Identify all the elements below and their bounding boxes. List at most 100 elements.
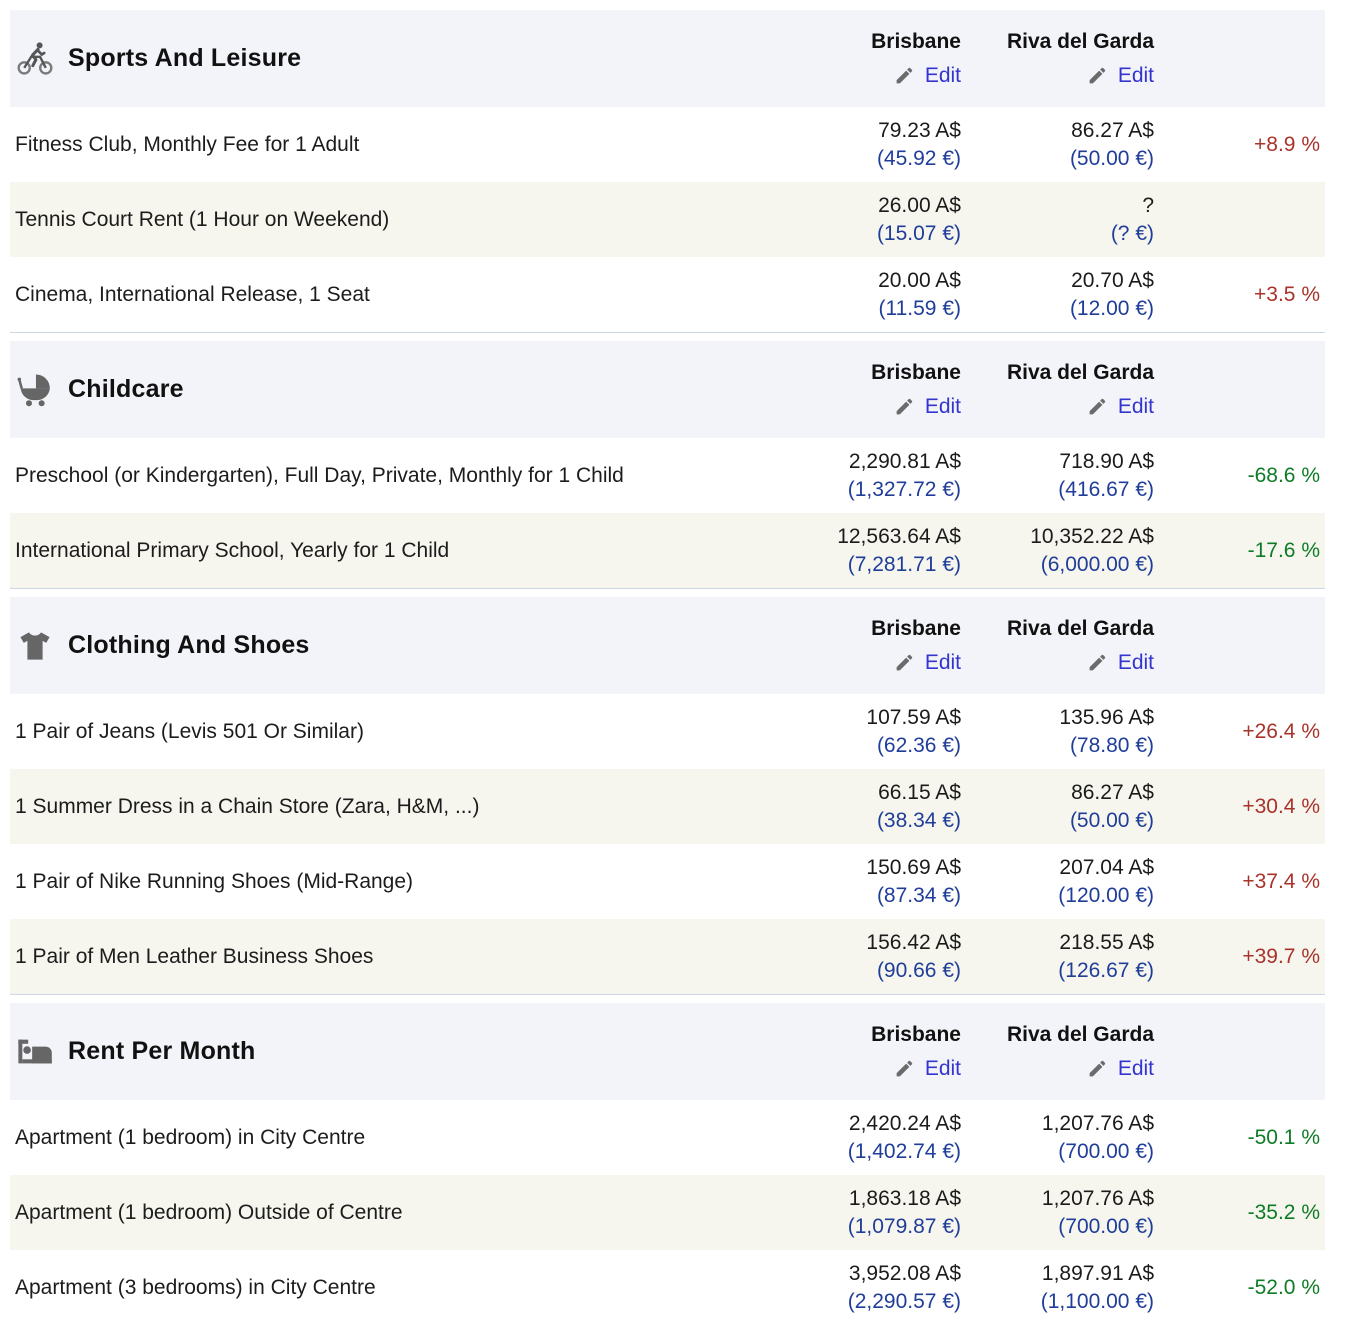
- edit-city2-link[interactable]: Edit: [1087, 1057, 1154, 1081]
- section-title: Sports And Leisure: [68, 44, 302, 72]
- section-title: Clothing And Shoes: [68, 631, 310, 659]
- city1-price-aud: 107.59 A$: [866, 705, 961, 729]
- item-label: Tennis Court Rent (1 Hour on Weekend): [15, 207, 390, 231]
- city2-price-eur: (6,000.00 €): [1040, 552, 1154, 576]
- city2-price-eur: (50.00 €): [1069, 808, 1154, 832]
- column-header-city2: Riva del Garda: [1006, 360, 1154, 384]
- city2-price-aud: 207.04 A$: [1059, 855, 1154, 879]
- city2-price-aud: 718.90 A$: [1059, 449, 1154, 473]
- price-row: 1 Pair of Nike Running Shoes (Mid-Range)…: [10, 844, 1325, 919]
- city2-price-eur: (700.00 €): [1058, 1214, 1154, 1238]
- pencil-icon: [1087, 65, 1108, 86]
- pencil-icon: [1087, 1058, 1108, 1079]
- price-row: Preschool (or Kindergarten), Full Day, P…: [10, 438, 1325, 513]
- pencil-icon: [894, 396, 915, 417]
- item-label: Cinema, International Release, 1 Seat: [15, 282, 370, 306]
- edit-label: Edit: [924, 394, 961, 418]
- category-section: Rent Per Month Brisbane Edit Riva del Ga…: [10, 994, 1325, 1325]
- city2-price-aud: 1,207.76 A$: [1041, 1186, 1154, 1210]
- city1-price-eur: (87.34 €): [876, 883, 961, 907]
- tshirt-icon: [15, 626, 55, 666]
- city1-price-eur: (45.92 €): [876, 146, 961, 170]
- column-header-city2: Riva del Garda: [1006, 616, 1154, 640]
- city2-price-eur: (120.00 €): [1058, 883, 1154, 907]
- pencil-icon: [1087, 396, 1108, 417]
- price-change-percent: -50.1 %: [1247, 1125, 1320, 1149]
- price-row: Apartment (3 bedrooms) in City Centre 3,…: [10, 1250, 1325, 1325]
- edit-label: Edit: [924, 63, 961, 87]
- edit-city1-link[interactable]: Edit: [894, 395, 961, 419]
- price-change-percent: +30.4 %: [1242, 794, 1320, 818]
- city2-price-aud: 86.27 A$: [1071, 780, 1154, 804]
- cycling-icon: [15, 39, 55, 79]
- item-label: Apartment (1 bedroom) in City Centre: [15, 1125, 366, 1149]
- edit-city2-link[interactable]: Edit: [1087, 64, 1154, 88]
- price-change-percent: +37.4 %: [1242, 869, 1320, 893]
- city2-price-eur: (? €): [1110, 221, 1154, 245]
- city1-price-eur: (90.66 €): [876, 958, 961, 982]
- column-header-city2: Riva del Garda: [1006, 1022, 1154, 1046]
- city2-price-eur: (126.67 €): [1058, 958, 1154, 982]
- city1-price-eur: (2,290.57 €): [847, 1289, 961, 1313]
- city1-price-aud: 66.15 A$: [878, 780, 961, 804]
- city1-price-aud: 2,420.24 A$: [848, 1111, 961, 1135]
- item-label: Preschool (or Kindergarten), Full Day, P…: [15, 463, 624, 487]
- item-label: 1 Pair of Men Leather Business Shoes: [15, 944, 374, 968]
- price-change-percent: -68.6 %: [1247, 463, 1320, 487]
- section-title: Childcare: [68, 375, 184, 403]
- column-header-city1: Brisbane: [871, 29, 961, 53]
- city2-price-eur: (50.00 €): [1069, 146, 1154, 170]
- item-label: International Primary School, Yearly for…: [15, 538, 450, 562]
- category-header-row: Clothing And Shoes Brisbane Edit Riva de…: [10, 597, 1325, 694]
- edit-city1-link[interactable]: Edit: [894, 1057, 961, 1081]
- city2-price-aud: ?: [1142, 193, 1154, 217]
- city1-price-eur: (1,327.72 €): [847, 477, 961, 501]
- price-row: International Primary School, Yearly for…: [10, 513, 1325, 588]
- edit-label: Edit: [1117, 1056, 1154, 1080]
- edit-city2-link[interactable]: Edit: [1087, 395, 1154, 419]
- city1-price-aud: 1,863.18 A$: [848, 1186, 961, 1210]
- item-label: Apartment (1 bedroom) Outside of Centre: [15, 1200, 403, 1224]
- city2-price-aud: 135.96 A$: [1059, 705, 1154, 729]
- city1-price-aud: 3,952.08 A$: [848, 1261, 961, 1285]
- city2-price-aud: 86.27 A$: [1071, 118, 1154, 142]
- price-change-percent: +39.7 %: [1242, 944, 1320, 968]
- edit-city1-link[interactable]: Edit: [894, 651, 961, 675]
- stroller-icon: [15, 370, 55, 410]
- cost-of-living-comparison-table: Sports And Leisure Brisbane Edit Riva de…: [10, 0, 1325, 1325]
- city2-price-eur: (12.00 €): [1069, 296, 1154, 320]
- city2-price-aud: 20.70 A$: [1071, 268, 1154, 292]
- edit-label: Edit: [924, 1056, 961, 1080]
- column-header-city1: Brisbane: [871, 1022, 961, 1046]
- city1-price-aud: 79.23 A$: [878, 118, 961, 142]
- column-header-city1: Brisbane: [871, 616, 961, 640]
- category-header-row: Rent Per Month Brisbane Edit Riva del Ga…: [10, 1003, 1325, 1100]
- edit-label: Edit: [924, 650, 961, 674]
- price-row: 1 Pair of Men Leather Business Shoes 156…: [10, 919, 1325, 994]
- column-header-city2: Riva del Garda: [1006, 29, 1154, 53]
- edit-label: Edit: [1117, 63, 1154, 87]
- price-change-percent: -17.6 %: [1247, 538, 1320, 562]
- city1-price-aud: 26.00 A$: [878, 193, 961, 217]
- city2-price-aud: 1,897.91 A$: [1041, 1261, 1154, 1285]
- city2-price-aud: 218.55 A$: [1059, 930, 1154, 954]
- edit-city1-link[interactable]: Edit: [894, 64, 961, 88]
- item-label: Apartment (3 bedrooms) in City Centre: [15, 1275, 376, 1299]
- price-change-percent: -35.2 %: [1247, 1200, 1320, 1224]
- city2-price-aud: 1,207.76 A$: [1041, 1111, 1154, 1135]
- pencil-icon: [894, 652, 915, 673]
- edit-label: Edit: [1117, 394, 1154, 418]
- edit-city2-link[interactable]: Edit: [1087, 651, 1154, 675]
- item-label: Fitness Club, Monthly Fee for 1 Adult: [15, 132, 360, 156]
- city1-price-eur: (7,281.71 €): [847, 552, 961, 576]
- city2-price-eur: (416.67 €): [1058, 477, 1154, 501]
- column-header-city1: Brisbane: [871, 360, 961, 384]
- price-change-percent: -52.0 %: [1247, 1275, 1320, 1299]
- price-row: Tennis Court Rent (1 Hour on Weekend) 26…: [10, 182, 1325, 257]
- city2-price-eur: (700.00 €): [1058, 1139, 1154, 1163]
- price-row: Fitness Club, Monthly Fee for 1 Adult 79…: [10, 107, 1325, 182]
- bed-icon: [15, 1032, 55, 1072]
- city1-price-eur: (15.07 €): [876, 221, 961, 245]
- category-section: Childcare Brisbane Edit Riva del Garda E…: [10, 332, 1325, 588]
- pencil-icon: [894, 1058, 915, 1079]
